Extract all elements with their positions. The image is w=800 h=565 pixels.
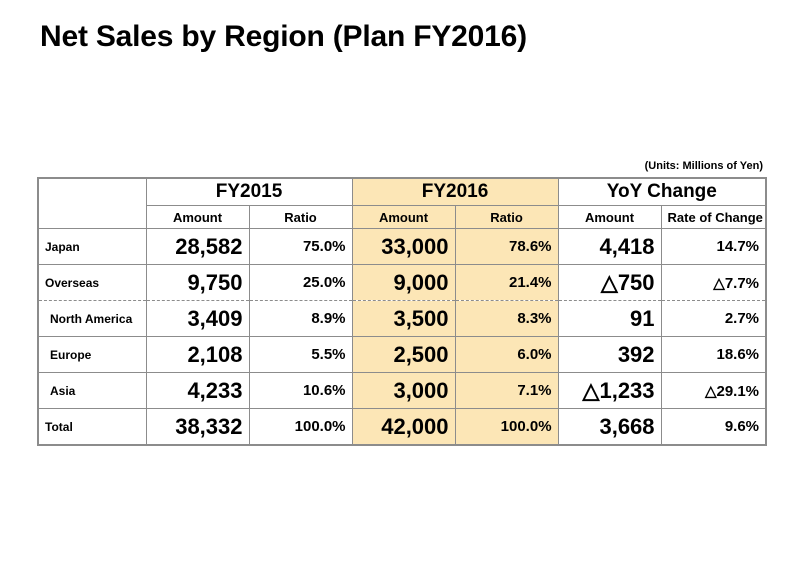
corner-cell <box>37 177 147 229</box>
header-yoy-rate: Rate of Change <box>660 205 767 229</box>
yoy-rate: 9.6% <box>660 408 767 446</box>
fy2016-amount: 33,000 <box>351 228 456 265</box>
fy2015-amount: 2,108 <box>145 336 250 373</box>
yoy-rate: △29.1% <box>660 372 767 409</box>
table-row-europe: Europe 2,108 5.5% 2,500 6.0% 392 18.6% <box>37 336 767 373</box>
yoy-amount: 4,418 <box>557 228 662 265</box>
table-row-north-america: North America 3,409 8.9% 3,500 8.3% 91 2… <box>37 300 767 337</box>
fy2016-ratio: 78.6% <box>454 228 559 265</box>
yoy-rate: 14.7% <box>660 228 767 265</box>
fy2015-amount: 3,409 <box>145 300 250 337</box>
header-fy2016-amount: Amount <box>351 205 456 229</box>
fy2015-amount: 4,233 <box>145 372 250 409</box>
yoy-amount: 3,668 <box>557 408 662 446</box>
yoy-amount: 91 <box>557 300 662 337</box>
fy2016-ratio: 7.1% <box>454 372 559 409</box>
table-row-total: Total 38,332 100.0% 42,000 100.0% 3,668 … <box>37 408 767 446</box>
yoy-amount: △750 <box>557 264 662 301</box>
fy2015-amount: 9,750 <box>145 264 250 301</box>
header-fy2016-ratio: Ratio <box>454 205 559 229</box>
row-label: Asia <box>37 372 147 409</box>
fy2016-amount: 3,500 <box>351 300 456 337</box>
header-fy2016: FY2016 <box>351 177 559 206</box>
fy2016-amount: 9,000 <box>351 264 456 301</box>
fy2015-amount: 28,582 <box>145 228 250 265</box>
row-label: North America <box>37 300 147 337</box>
header-yoy-change: YoY Change <box>557 177 767 206</box>
fy2016-ratio: 21.4% <box>454 264 559 301</box>
fy2016-amount: 42,000 <box>351 408 456 446</box>
table-row-japan: Japan 28,582 75.0% 33,000 78.6% 4,418 14… <box>37 228 767 265</box>
header-yoy-amount: Amount <box>557 205 662 229</box>
fy2015-ratio: 75.0% <box>248 228 353 265</box>
fy2015-ratio: 100.0% <box>248 408 353 446</box>
row-label: Overseas <box>37 264 147 301</box>
table-row-overseas: Overseas 9,750 25.0% 9,000 21.4% △750 △7… <box>37 264 767 301</box>
fy2015-ratio: 10.6% <box>248 372 353 409</box>
units-note: (Units: Millions of Yen) <box>644 160 763 172</box>
header-group-row: FY2015 FY2016 YoY Change <box>37 177 767 229</box>
fy2016-ratio: 8.3% <box>454 300 559 337</box>
yoy-amount: 392 <box>557 336 662 373</box>
fy2016-ratio: 100.0% <box>454 408 559 446</box>
fy2015-ratio: 5.5% <box>248 336 353 373</box>
header-fy2015-ratio: Ratio <box>248 205 353 229</box>
fy2016-ratio: 6.0% <box>454 336 559 373</box>
yoy-rate: 2.7% <box>660 300 767 337</box>
fy2015-ratio: 25.0% <box>248 264 353 301</box>
yoy-amount: △1,233 <box>557 372 662 409</box>
row-label: Europe <box>37 336 147 373</box>
header-fy2015-amount: Amount <box>145 205 250 229</box>
fy2015-ratio: 8.9% <box>248 300 353 337</box>
page-title: Net Sales by Region (Plan FY2016) <box>40 20 527 53</box>
row-label: Japan <box>37 228 147 265</box>
fy2016-amount: 2,500 <box>351 336 456 373</box>
header-sub-row: Amount Ratio Amount Ratio Amount Rate of… <box>38 205 767 229</box>
table-row-asia: Asia 4,233 10.6% 3,000 7.1% △1,233 △29.1… <box>37 372 767 409</box>
row-label: Total <box>37 408 147 446</box>
yoy-rate: 18.6% <box>660 336 767 373</box>
header-fy2015: FY2015 <box>145 177 353 206</box>
net-sales-table: FY2015 FY2016 YoY Change Amount Ratio Am… <box>37 177 768 446</box>
fy2016-amount: 3,000 <box>351 372 456 409</box>
yoy-rate: △7.7% <box>660 264 767 301</box>
fy2015-amount: 38,332 <box>145 408 250 446</box>
